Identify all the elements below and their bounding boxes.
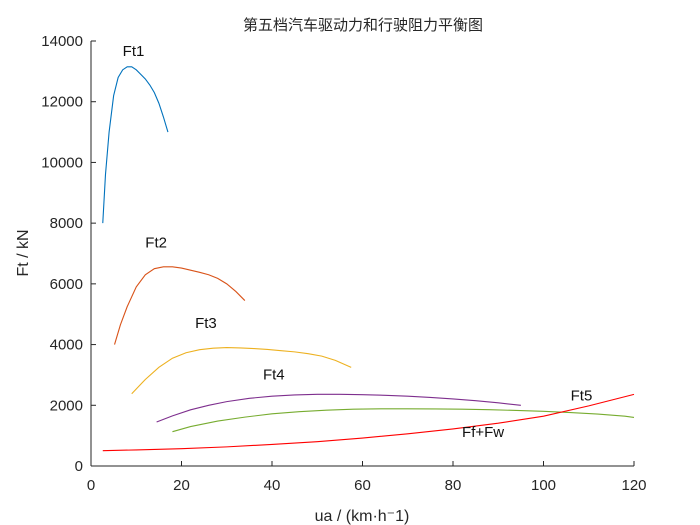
series-line-ff-fw	[102, 393, 635, 452]
series-line-ft4	[156, 393, 521, 423]
plot-series	[102, 66, 635, 452]
x-tick-label: 60	[354, 477, 371, 494]
curve-label-ft3: Ft3	[195, 315, 217, 332]
series-line-ft1	[102, 66, 169, 224]
y-tick-label: 10000	[41, 154, 83, 171]
curve-label-ft4: Ft4	[263, 366, 285, 383]
x-tick-label: 100	[531, 477, 556, 494]
curve-label-ft5: Ft5	[571, 388, 593, 405]
y-tick-label: 14000	[41, 33, 83, 50]
x-axis-label: ua / (km·h⁻1)	[315, 508, 410, 525]
curve-label-ft1: Ft1	[123, 43, 145, 60]
curve-label-ft2: Ft2	[145, 234, 167, 251]
y-axis-label: Ft / kN	[15, 229, 32, 276]
curve-labels: Ft1 Ft2 Ft3 Ft4 Ft5 Ff+Fw	[123, 43, 593, 441]
y-tick-label: 6000	[50, 276, 83, 293]
series-line-ft3	[131, 347, 352, 395]
y-tick-label: 8000	[50, 215, 83, 232]
x-tick-label: 40	[264, 477, 281, 494]
curve-label-ff-fw: Ff+Fw	[462, 424, 504, 441]
y-tick-label: 4000	[50, 337, 83, 354]
series-line-ft2	[114, 266, 246, 345]
x-tick-label: 0	[87, 477, 95, 494]
y-tick-label: 0	[75, 458, 83, 475]
plot-axes	[90, 41, 634, 467]
x-tick-label: 80	[445, 477, 462, 494]
x-tick-label: 20	[173, 477, 190, 494]
y-axis-ticks: 0 2000 4000 6000 8000 10000 12000 14000	[41, 33, 96, 475]
y-tick-label: 12000	[41, 94, 83, 111]
y-tick-label: 2000	[50, 397, 83, 414]
series-line-ft5	[172, 408, 635, 433]
chart-title: 第五档汽车驱动力和行驶阻力平衡图	[243, 16, 483, 34]
x-axis-ticks: 0 20 40 60 80 100 120	[87, 461, 647, 494]
x-tick-label: 120	[621, 477, 646, 494]
